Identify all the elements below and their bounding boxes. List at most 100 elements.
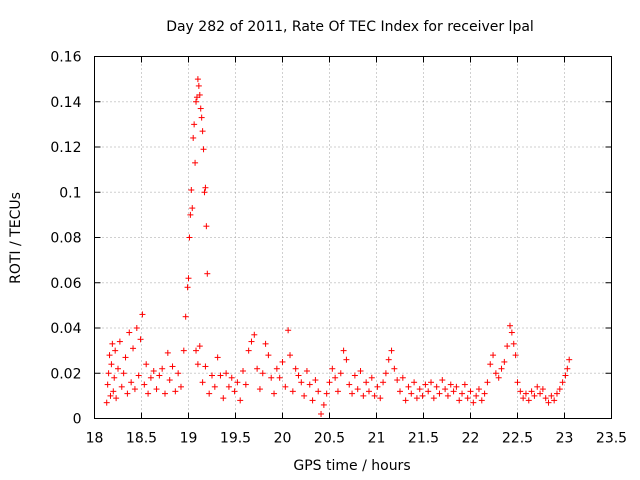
data-point [306,381,313,388]
data-point [425,388,432,395]
data-point [111,374,118,381]
data-point [380,379,387,386]
data-point [118,383,125,390]
data-point [528,388,535,395]
data-point [194,361,201,368]
x-tick-label: 23.5 [596,431,627,447]
x-tick-label: 20.5 [314,431,345,447]
axes: 18 18.5 19 19.5 20 20.5 21 21.5 22 22.5 23 23.5 0 0.0… [50,50,627,447]
data-point [139,311,146,318]
data-point [357,367,364,374]
data-point [340,347,347,354]
data-point [436,390,443,397]
data-point [334,388,341,395]
x-tick-label: 19.5 [220,431,251,447]
data-point [520,395,527,402]
data-point [439,377,446,384]
y-tick-label: 0 [73,412,82,428]
x-tick-label: 22.5 [502,431,533,447]
data-point [265,352,272,359]
data-point [408,390,415,397]
data-point [209,372,215,379]
data-point [551,397,558,404]
data-point [323,390,330,397]
data-point [419,392,426,399]
data-point [464,395,471,402]
data-point [126,329,133,336]
data-point [492,370,499,377]
data-point [453,383,460,390]
data-point [206,390,213,397]
data-point [312,377,319,384]
data-point [112,347,119,354]
data-point [456,397,463,404]
y-tick-label: 0.08 [50,231,81,247]
data-point [495,374,502,381]
data-point [133,325,140,331]
data-point [120,370,127,377]
data-point [131,386,138,393]
data-point [343,356,350,363]
data-point [517,388,524,395]
x-tick-label: 22 [462,431,480,447]
data-point [320,401,327,408]
data-point [187,211,194,218]
data-point [202,184,209,191]
data-point [315,388,322,395]
data-point [559,379,566,386]
data-point [337,370,344,377]
data-point [273,365,280,372]
data-point [413,395,420,402]
data-point [172,388,179,395]
data-point [388,347,395,354]
x-axis-label: GPS time / hours [293,458,410,474]
data-point [512,352,519,359]
data-point [190,134,197,141]
data-point [184,284,191,291]
data-point [251,331,258,338]
data-point [248,338,255,345]
data-point [450,388,457,395]
data-point [276,374,283,381]
data-point [162,390,168,397]
data-point [145,390,152,397]
x-tick-label: 18.5 [126,431,157,447]
data-point [508,329,515,336]
x-tick-label: 21 [368,431,386,447]
chart-title: Day 282 of 2011, Rate Of TEC Index for r… [166,19,534,35]
data-point [156,372,163,379]
data-point [116,338,123,345]
data-point [501,358,508,365]
data-point [442,386,449,393]
data-point [354,386,361,393]
x-tick-label: 18 [86,431,104,447]
data-point [360,392,367,399]
data-point [245,347,252,354]
data-point [108,361,115,368]
data-point [204,270,211,277]
x-tick-label: 20 [274,431,292,447]
data-point [122,354,129,361]
data-point [416,386,423,393]
data-point [203,223,210,230]
data-point [562,372,569,379]
data-point [285,327,292,334]
data-point [301,392,308,399]
data-point [199,128,206,135]
data-point [525,397,532,404]
data-point [110,388,117,395]
data-point [514,379,521,386]
data-point [153,386,160,393]
data-point [374,383,381,390]
data-point [159,365,166,372]
data-point [242,381,249,388]
data-point [198,114,205,121]
data-point [105,370,112,377]
data-point [531,392,538,399]
data-point [506,322,513,329]
data-point [444,392,451,399]
data-point [182,313,189,320]
data-point [192,159,199,166]
y-tick-label: 0.14 [50,95,81,111]
data-point [175,370,182,377]
